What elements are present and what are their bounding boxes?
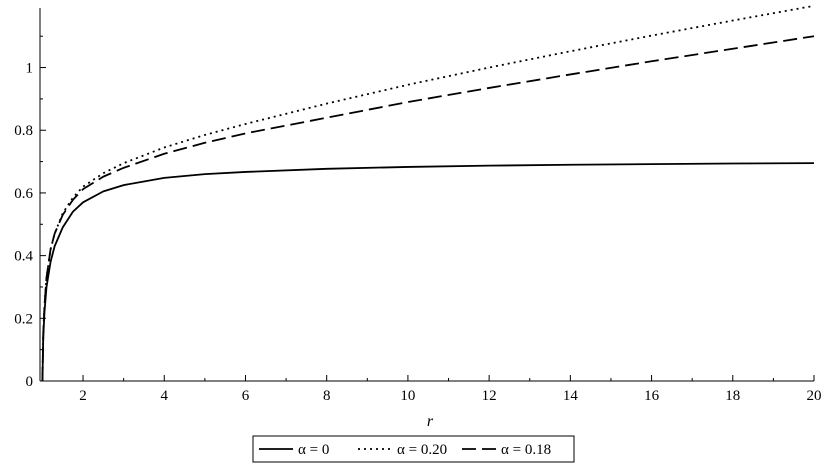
x-tick-label: 18: [725, 388, 740, 404]
y-tick-label: 0.2: [14, 311, 33, 327]
series-line-2: [41, 4, 815, 382]
legend-label-1: α = 0: [298, 442, 329, 458]
y-tick-label: 1: [26, 61, 34, 77]
x-tick-label: 14: [563, 388, 579, 404]
x-tick-label: 20: [807, 388, 822, 404]
x-tick-label: 10: [400, 388, 415, 404]
x-tick-label: 4: [161, 388, 169, 404]
x-tick-label: 2: [79, 388, 87, 404]
legend-label-2: α = 0.20: [397, 442, 447, 458]
x-axis-title: r: [427, 413, 434, 430]
x-tick-label: 12: [482, 388, 497, 404]
y-axis: 0 0.2 0.4 0.6 0.8 1: [14, 8, 46, 390]
x-axis: 2 4 6 8 10 12 14 16 18 20: [40, 375, 822, 404]
x-tick-label: 16: [644, 388, 660, 404]
series-line-1: [41, 162, 815, 382]
legend: α = 0 α = 0.20 α = 0.18: [252, 435, 575, 463]
y-tick-label: 0.8: [14, 123, 33, 139]
y-tick-label: 0.6: [14, 186, 33, 202]
x-tick-label: 6: [242, 388, 250, 404]
series-line-3: [41, 35, 815, 382]
legend-label-3: α = 0.18: [501, 442, 551, 458]
legend-box: [252, 435, 575, 463]
x-tick-label: 8: [323, 388, 331, 404]
y-tick-label: 0.4: [14, 249, 33, 265]
plot-area: [41, 4, 815, 382]
y-tick-label: 0: [26, 374, 34, 390]
